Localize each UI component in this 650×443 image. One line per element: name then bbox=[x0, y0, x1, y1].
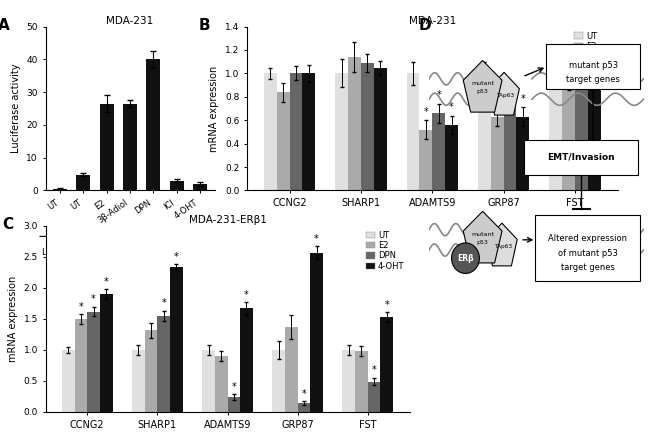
Text: Altered expression: Altered expression bbox=[548, 234, 627, 243]
Bar bbox=[491, 117, 504, 190]
Polygon shape bbox=[463, 211, 502, 263]
Text: *: * bbox=[161, 299, 166, 308]
Text: *: * bbox=[372, 365, 376, 375]
Bar bbox=[77, 175, 90, 190]
Bar bbox=[348, 57, 361, 190]
Bar bbox=[170, 268, 183, 412]
Bar bbox=[445, 125, 458, 190]
Title: MDA-231: MDA-231 bbox=[107, 16, 153, 26]
Text: ERβ1: ERβ1 bbox=[132, 248, 155, 257]
Text: target genes: target genes bbox=[566, 75, 620, 84]
Text: *: * bbox=[495, 94, 500, 104]
Text: *: * bbox=[449, 102, 454, 112]
Bar bbox=[123, 104, 137, 190]
Text: *: * bbox=[231, 381, 236, 392]
Text: mutant p53: mutant p53 bbox=[569, 61, 618, 70]
Y-axis label: mRNA expression: mRNA expression bbox=[8, 276, 18, 362]
Polygon shape bbox=[489, 72, 519, 115]
Bar bbox=[504, 97, 517, 190]
FancyBboxPatch shape bbox=[535, 215, 640, 280]
Text: of mutant p53: of mutant p53 bbox=[558, 249, 618, 258]
Text: A: A bbox=[0, 19, 10, 33]
Y-axis label: mRNA expression: mRNA expression bbox=[209, 66, 220, 152]
Bar bbox=[157, 316, 170, 412]
Text: *: * bbox=[104, 277, 109, 287]
Bar bbox=[335, 74, 348, 190]
Bar bbox=[374, 68, 387, 190]
Text: p53: p53 bbox=[476, 240, 489, 245]
Text: *: * bbox=[384, 299, 389, 310]
Bar bbox=[478, 74, 491, 190]
Bar bbox=[53, 189, 67, 190]
Title: MDA-231-ERβ1: MDA-231-ERβ1 bbox=[188, 215, 266, 225]
Bar bbox=[215, 356, 227, 412]
Text: *: * bbox=[436, 90, 441, 101]
Text: mutant: mutant bbox=[471, 232, 494, 237]
Bar bbox=[380, 317, 393, 412]
Bar bbox=[302, 74, 315, 190]
Polygon shape bbox=[487, 223, 517, 266]
Text: *: * bbox=[314, 234, 319, 244]
Text: *: * bbox=[174, 252, 179, 262]
Bar bbox=[240, 308, 253, 412]
Text: p53: p53 bbox=[476, 89, 489, 94]
Bar bbox=[87, 311, 100, 412]
Bar bbox=[368, 381, 380, 412]
Legend: UT, E2, DPN, 4-OHT: UT, E2, DPN, 4-OHT bbox=[573, 31, 614, 72]
Ellipse shape bbox=[452, 243, 480, 273]
Bar bbox=[202, 350, 215, 412]
Bar bbox=[575, 71, 588, 190]
Bar bbox=[227, 397, 240, 412]
Bar bbox=[361, 63, 374, 190]
Text: TAp63: TAp63 bbox=[496, 93, 514, 98]
Bar bbox=[298, 403, 310, 412]
FancyBboxPatch shape bbox=[525, 140, 638, 175]
Bar bbox=[193, 184, 207, 190]
Bar bbox=[343, 350, 355, 412]
Text: B: B bbox=[199, 19, 211, 33]
Bar bbox=[432, 113, 445, 190]
Bar bbox=[132, 350, 145, 412]
FancyBboxPatch shape bbox=[546, 44, 640, 89]
Y-axis label: Luciferase activity: Luciferase activity bbox=[11, 64, 21, 153]
Text: Lenti: Lenti bbox=[41, 248, 64, 257]
Text: mutant: mutant bbox=[471, 81, 494, 86]
Bar bbox=[419, 130, 432, 190]
Bar bbox=[100, 294, 112, 412]
Bar bbox=[285, 327, 298, 412]
Bar bbox=[75, 319, 87, 412]
Bar bbox=[272, 350, 285, 412]
Bar bbox=[517, 117, 529, 190]
Text: TAp63: TAp63 bbox=[494, 244, 512, 249]
Text: EMT/Invasion: EMT/Invasion bbox=[547, 152, 615, 162]
Text: C: C bbox=[2, 217, 13, 232]
Text: *: * bbox=[244, 290, 249, 300]
Bar bbox=[310, 253, 323, 412]
Legend: UT, E2, DPN, 4-OHT: UT, E2, DPN, 4-OHT bbox=[365, 230, 406, 272]
Bar bbox=[264, 74, 277, 190]
Bar bbox=[549, 74, 562, 190]
Polygon shape bbox=[463, 61, 502, 112]
Text: *: * bbox=[79, 302, 83, 311]
Bar bbox=[277, 92, 289, 190]
Text: *: * bbox=[302, 389, 306, 399]
Bar bbox=[588, 70, 601, 190]
Bar bbox=[406, 74, 419, 190]
Text: target genes: target genes bbox=[561, 263, 615, 272]
Text: D: D bbox=[419, 18, 431, 33]
Text: ERβ: ERβ bbox=[457, 254, 474, 263]
Bar bbox=[62, 350, 75, 412]
Bar bbox=[146, 59, 161, 190]
Title: MDA-231: MDA-231 bbox=[409, 16, 456, 26]
Bar bbox=[145, 330, 157, 412]
Bar bbox=[289, 74, 302, 190]
Text: *: * bbox=[423, 107, 428, 117]
Bar bbox=[355, 351, 368, 412]
Text: *: * bbox=[521, 94, 525, 104]
Bar bbox=[99, 104, 114, 190]
Bar bbox=[562, 72, 575, 190]
Text: *: * bbox=[91, 294, 96, 304]
Bar bbox=[170, 181, 183, 190]
